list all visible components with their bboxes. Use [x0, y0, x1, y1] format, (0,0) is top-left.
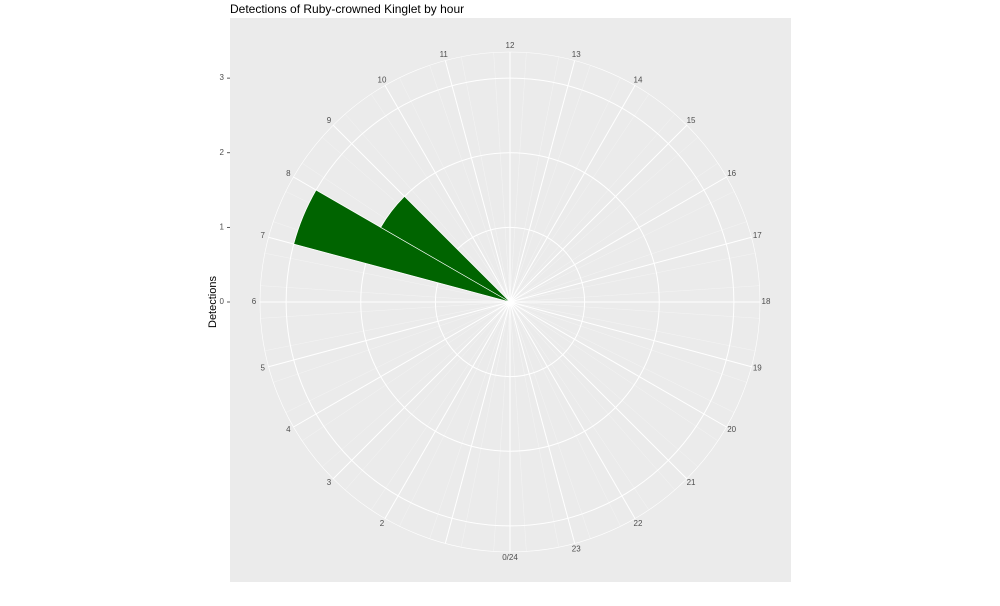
- grid-spoke: [509, 60, 576, 303]
- minor-spoke: [344, 113, 511, 303]
- x-tick-label: 16: [727, 169, 736, 178]
- minor-spoke: [509, 52, 527, 303]
- x-tick-label: 13: [572, 50, 581, 59]
- minor-spoke: [509, 301, 735, 413]
- minor-spoke: [509, 252, 756, 303]
- y-tick-label: 3: [220, 73, 225, 82]
- grid-spoke: [509, 301, 576, 544]
- minor-spoke: [509, 162, 719, 303]
- minor-spoke: [509, 301, 747, 383]
- grid-spoke: [509, 85, 636, 303]
- minor-spoke: [460, 56, 511, 303]
- x-tick-label: 23: [572, 544, 581, 553]
- minor-spoke: [509, 301, 650, 511]
- grid-spoke: [509, 301, 688, 480]
- x-tick-label: 20: [727, 425, 736, 434]
- minor-spoke: [509, 301, 699, 468]
- y-tick-label: 2: [220, 148, 225, 157]
- grid-spoke: [509, 301, 636, 519]
- minor-spoke: [273, 301, 511, 383]
- y-tick-label: 1: [220, 222, 225, 231]
- minor-spoke: [429, 65, 511, 303]
- grid-spoke: [384, 85, 511, 303]
- minor-spoke: [370, 301, 511, 511]
- minor-spoke: [264, 301, 511, 352]
- x-tick-label: 6: [252, 297, 257, 306]
- minor-spoke: [370, 93, 511, 303]
- x-tick-label: 18: [762, 297, 771, 306]
- grid-spoke: [509, 124, 688, 303]
- minor-spoke: [399, 301, 511, 527]
- x-tick-label: 22: [634, 519, 643, 528]
- minor-spoke: [493, 52, 511, 303]
- grid-spoke: [509, 236, 752, 303]
- x-tick-label: 2: [380, 519, 385, 528]
- x-tick-label: 12: [506, 41, 515, 50]
- grid-spoke: [384, 301, 511, 519]
- x-tick-label: 7: [260, 231, 265, 240]
- minor-spoke: [264, 252, 511, 303]
- minor-spoke: [509, 301, 760, 319]
- minor-spoke: [301, 301, 511, 442]
- minor-spoke: [260, 285, 511, 303]
- minor-spoke: [429, 301, 511, 539]
- minor-spoke: [509, 285, 760, 303]
- x-tick-label: 4: [286, 425, 291, 434]
- minor-spoke: [260, 301, 511, 319]
- minor-spoke: [493, 301, 511, 552]
- minor-spoke: [509, 301, 756, 352]
- minor-spoke: [509, 301, 527, 552]
- x-tick-label: 17: [753, 231, 762, 240]
- minor-spoke: [509, 301, 560, 548]
- x-tick-label: 15: [687, 116, 696, 125]
- grid-spoke: [509, 301, 727, 428]
- minor-spoke: [509, 301, 676, 491]
- minor-spoke: [285, 301, 511, 413]
- x-tick-label: 14: [634, 75, 643, 84]
- x-tick-label: 19: [753, 363, 762, 372]
- grid-spoke: [509, 176, 727, 303]
- y-tick-label: 0: [220, 297, 225, 306]
- x-tick-label: 10: [378, 75, 387, 84]
- grid-spoke: [332, 301, 511, 480]
- minor-spoke: [509, 65, 591, 303]
- minor-spoke: [509, 221, 747, 303]
- x-tick-label: 9: [327, 116, 332, 125]
- grid-spoke: [293, 301, 511, 428]
- x-tick-label: 21: [687, 478, 696, 487]
- minor-spoke: [509, 301, 621, 527]
- minor-spoke: [509, 191, 735, 303]
- x-tick-label: 0/24: [502, 553, 518, 562]
- x-tick-label: 3: [327, 478, 332, 487]
- x-tick-label: 8: [286, 169, 291, 178]
- grid-spoke: [444, 60, 511, 303]
- minor-spoke: [509, 136, 699, 303]
- minor-spoke: [509, 301, 591, 539]
- minor-spoke: [460, 301, 511, 548]
- minor-spoke: [344, 301, 511, 491]
- chart-title: Detections of Ruby-crowned Kinglet by ho…: [230, 2, 464, 16]
- minor-spoke: [509, 93, 650, 303]
- minor-spoke: [509, 56, 560, 303]
- minor-spoke: [509, 301, 719, 442]
- bar: [380, 196, 511, 303]
- y-axis-title: Detections: [207, 276, 219, 328]
- grid-spoke: [444, 301, 511, 544]
- x-tick-label: 5: [260, 363, 265, 372]
- minor-spoke: [399, 77, 511, 303]
- grid-spoke: [509, 301, 752, 368]
- minor-spoke: [321, 301, 511, 468]
- grid-spoke: [268, 301, 511, 368]
- bar: [293, 189, 511, 303]
- minor-spoke: [509, 77, 621, 303]
- x-tick-label: 11: [440, 50, 449, 59]
- minor-spoke: [509, 113, 676, 303]
